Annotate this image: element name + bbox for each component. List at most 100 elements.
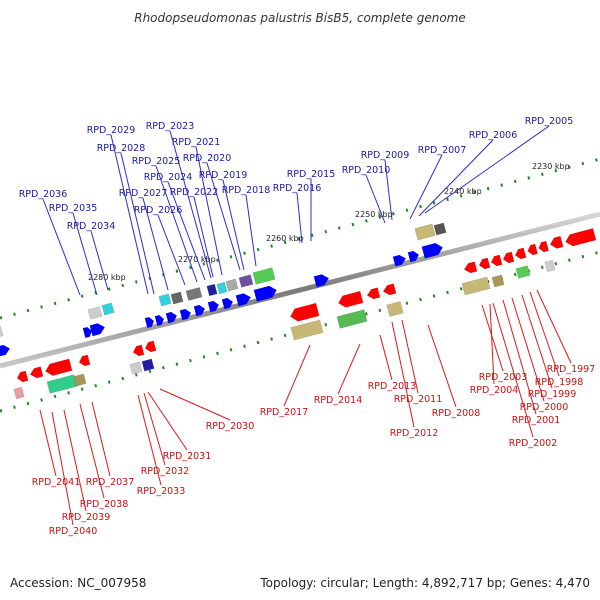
gene-arrow [514, 247, 527, 260]
leader-line [120, 152, 155, 295]
leader-line [379, 334, 393, 381]
gene-arrow [313, 274, 330, 288]
gene-arrow [144, 340, 157, 353]
gene-label-bottom: RPD_1999 [528, 389, 577, 400]
gene-label-bottom: RPD_2004 [470, 385, 519, 396]
leader-line [169, 130, 212, 279]
gene-arrow [527, 243, 538, 256]
gene-label-top: RPD_2034 [67, 221, 116, 232]
gene-label-bottom: RPD_2002 [509, 438, 558, 449]
gene-category-box [216, 281, 228, 295]
gene-features [0, 222, 597, 400]
leader-line [195, 146, 223, 276]
gene-label-top: RPD_2036 [19, 189, 68, 200]
gene-label-bottom: RPD_2041 [32, 477, 81, 488]
leader-line [401, 319, 419, 394]
scale-tick-label: 2250 kbp [355, 210, 393, 219]
gene-label-bottom: RPD_2031 [163, 451, 212, 462]
gene-arrow [565, 228, 597, 247]
leader-line [337, 343, 361, 395]
leader-line [39, 409, 57, 477]
gene-label-top: RPD_2020 [183, 153, 232, 164]
gene-arrow [154, 314, 165, 327]
leader-line [409, 154, 443, 220]
gene-label-top: RPD_2009 [361, 150, 410, 161]
gene-label-top: RPD_2023 [146, 121, 195, 132]
leader-line [427, 324, 457, 408]
gene-label-bottom: RPD_1997 [547, 364, 596, 375]
gene-label-top: RPD_2026 [134, 205, 183, 216]
leader-line [137, 394, 162, 486]
gene-category-box [129, 361, 143, 375]
gene-label-top: RPD_2027 [119, 188, 168, 199]
gene-arrow [290, 302, 320, 322]
gene-label-bottom: RPD_2014 [314, 395, 363, 406]
leader-line [51, 411, 74, 526]
gene-label-bottom: RPD_2033 [137, 486, 186, 497]
gene-category-box [515, 265, 531, 279]
gene-category-box [13, 386, 25, 400]
map-title: Rhodopseudomonas palustris BisB5, comple… [134, 11, 466, 25]
gene-category-box [225, 278, 239, 292]
gene-label-top: RPD_2015 [287, 169, 336, 180]
scale-tick-label: 2260 kbp [266, 234, 304, 243]
gene-category-box [87, 306, 103, 320]
gene-category-box [141, 358, 155, 372]
gene-label-top: RPD_2007 [418, 145, 467, 156]
gene-label-top: RPD_2024 [144, 172, 193, 183]
gene-label-top: RPD_2019 [199, 170, 248, 181]
gene-category-box [0, 325, 4, 339]
gene-label-top: RPD_2006 [469, 130, 518, 141]
gene-category-box [414, 223, 436, 241]
leader-line [167, 181, 206, 281]
gene-arrow [549, 235, 564, 249]
gene-category-box [544, 259, 556, 273]
leader-line [481, 304, 504, 372]
leader-line [489, 303, 495, 385]
leader-line [391, 321, 415, 428]
leader-line [502, 299, 537, 415]
leader-line [90, 230, 109, 291]
gene-arrow [478, 257, 491, 270]
gene-category-box [461, 276, 491, 296]
gene-arrow [29, 366, 44, 379]
leader-line [424, 125, 550, 214]
leader-line [529, 291, 560, 377]
leader-line [157, 214, 186, 286]
gene-label-bottom: RPD_2039 [62, 512, 111, 523]
leader-line [222, 179, 245, 271]
gene-category-box [170, 291, 184, 305]
gene-arrow [78, 354, 91, 367]
gene-label-bottom: RPD_2003 [479, 372, 528, 383]
gene-arrow [221, 297, 234, 310]
leader-line [418, 139, 494, 217]
leader-line [147, 391, 188, 451]
leader-line [79, 403, 105, 499]
gene-arrow [421, 242, 444, 259]
gene-arrow [392, 254, 407, 267]
gene-category-box [185, 287, 203, 301]
leader-line [283, 344, 311, 407]
gene-arrow [538, 240, 549, 253]
leader-line [143, 392, 166, 466]
gene-arrow [235, 293, 252, 307]
gene-category-box [433, 222, 447, 236]
leader-line [63, 409, 87, 512]
gene-category-box [73, 373, 87, 387]
gene-arrow [89, 323, 106, 337]
genome-summary: Topology: circular; Length: 4,892,717 bp… [259, 576, 590, 590]
gene-label-top: RPD_2022 [170, 187, 219, 198]
gene-label-bottom: RPD_2040 [49, 526, 98, 537]
gene-label-top: RPD_2028 [97, 143, 146, 154]
gene-label-bottom: RPD_2032 [141, 466, 190, 477]
gene-category-box [290, 319, 324, 341]
gene-category-box [101, 302, 115, 316]
leader-line [72, 212, 98, 296]
gene-category-box [386, 301, 404, 317]
leader-line [42, 198, 81, 296]
gene-category-box [336, 309, 368, 329]
gene-label-bottom: RPD_1998 [535, 377, 584, 388]
gene-label-bottom: RPD_2013 [368, 381, 417, 392]
gene-label-bottom: RPD_2011 [394, 394, 443, 405]
gene-label-top: RPD_2025 [132, 156, 181, 167]
